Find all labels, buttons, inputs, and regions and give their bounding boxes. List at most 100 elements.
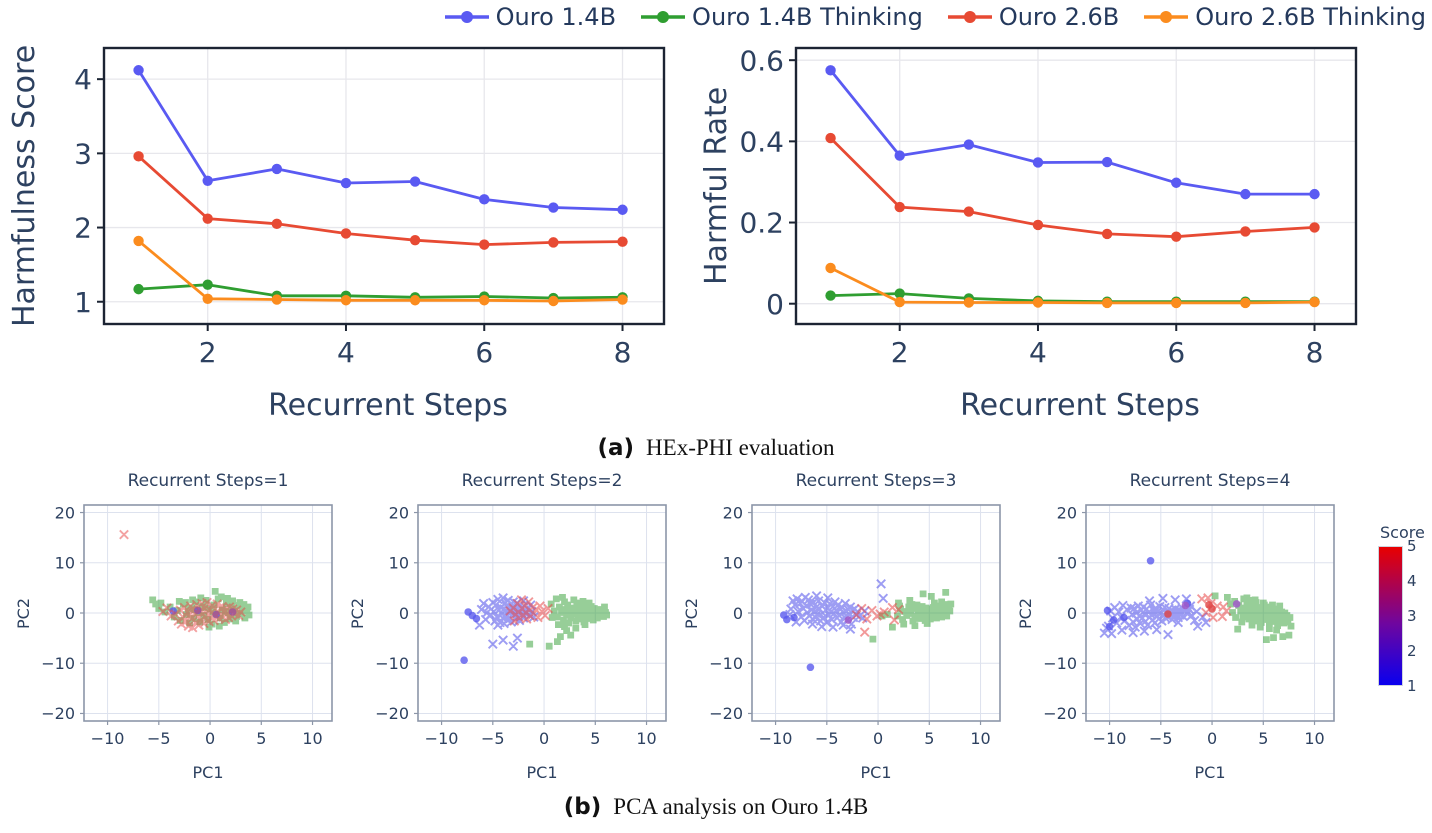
svg-text:5: 5 — [256, 729, 266, 748]
x-axis-label-pc1: PC1 — [192, 763, 224, 782]
x-axis-label-pc1: PC1 — [526, 763, 558, 782]
svg-text:−5: −5 — [815, 729, 839, 748]
scatter-title-steps-2: Recurrent Steps=2 — [461, 471, 623, 491]
caption-b-text: PCA analysis on Ouro 1.4B — [613, 794, 869, 819]
svg-text:0: 0 — [65, 604, 75, 623]
caption-a-text: HEx-PHI evaluation — [646, 435, 835, 460]
svg-text:0.2: 0.2 — [739, 207, 784, 240]
pca-scatter-row: PC2 Recurrent Steps=1 −10 −5 0 5 10 −20 −10 0 10… — [0, 471, 1432, 782]
svg-text:−20: −20 — [709, 704, 743, 723]
x-axis-label-recurrent-steps: Recurrent Steps — [268, 388, 508, 423]
svg-text:4: 4 — [337, 336, 355, 369]
legend: Ouro 1.4B Ouro 1.4B Thinking Ouro 2.6B Ouro… — [444, 3, 1426, 31]
svg-text:10: 10 — [970, 729, 990, 748]
svg-text:5: 5 — [590, 729, 600, 748]
svg-text:−5: −5 — [481, 729, 505, 748]
svg-text:0: 0 — [873, 729, 883, 748]
svg-text:10: 10 — [55, 554, 75, 573]
svg-text:−10: −10 — [759, 729, 793, 748]
pca-plot-steps-1: PC2 Recurrent Steps=1 −10 −5 0 5 10 −20 −10 0 10… — [14, 471, 340, 782]
y-axis-label-pc2: PC2 — [1016, 598, 1035, 630]
svg-text:−5: −5 — [1149, 729, 1173, 748]
y-axis-label-harmful-rate: Harmful Rate — [699, 86, 734, 286]
y-axis-label-pc2: PC2 — [348, 598, 367, 630]
score-colorbar: Score 5 4 3 2 1 — [1378, 523, 1425, 695]
colorbar-ticks: 5 4 3 2 1 — [1407, 537, 1425, 695]
harmful-rate-chart: Harmful Rate 2 4 6 8 0 0.2 0.4 0.6 Recurrent St… — [699, 36, 1368, 423]
legend-marker-icon — [444, 11, 489, 23]
colorbar-tick-label: 1 — [1407, 677, 1417, 695]
pca-plot-steps-4: PC2 Recurrent Steps=4 −10 −5 0 5 10 −20 −10 0 10… — [1016, 471, 1342, 782]
harmful-rate-plot: 2 4 6 8 0 0.2 0.4 0.6 — [739, 44, 1358, 369]
svg-text:2: 2 — [74, 212, 92, 245]
svg-text:10: 10 — [302, 729, 322, 748]
scatter-title-steps-1: Recurrent Steps=1 — [127, 471, 289, 491]
colorbar-gradient — [1378, 546, 1403, 686]
svg-text:20: 20 — [1057, 503, 1077, 522]
svg-text:0.6: 0.6 — [739, 44, 784, 77]
svg-text:−5: −5 — [147, 729, 171, 748]
svg-text:20: 20 — [389, 503, 409, 522]
colorbar-tick-label: 5 — [1407, 537, 1417, 555]
svg-text:10: 10 — [723, 554, 743, 573]
svg-text:10: 10 — [1057, 554, 1077, 573]
svg-text:2: 2 — [891, 336, 909, 369]
svg-text:5: 5 — [1258, 729, 1268, 748]
svg-text:10: 10 — [636, 729, 656, 748]
legend-marker-icon — [641, 11, 686, 23]
svg-text:0: 0 — [1067, 604, 1077, 623]
caption-b: (b) PCA analysis on Ouro 1.4B — [0, 794, 1432, 820]
caption-a-tag: (a) — [597, 435, 635, 461]
scatter-title-steps-4: Recurrent Steps=4 — [1129, 471, 1291, 491]
y-axis-label-harmfulness-score: Harmfulness Score — [7, 44, 42, 328]
legend-item-3: Ouro 2.6B Thinking — [1143, 3, 1426, 31]
scatter-plot-steps-4: −10 −5 0 5 10 −20 −10 0 10 20 — [1043, 503, 1335, 748]
caption-b-tag: (b) — [563, 794, 602, 820]
legend-item-0: Ouro 1.4B — [444, 3, 616, 31]
legend-label: Ouro 1.4B Thinking — [692, 3, 923, 31]
svg-text:8: 8 — [1306, 336, 1324, 369]
colorbar-tick-label: 2 — [1407, 642, 1417, 660]
svg-text:0: 0 — [733, 604, 743, 623]
y-axis-label-pc2: PC2 — [682, 598, 701, 630]
svg-text:0: 0 — [1207, 729, 1217, 748]
svg-text:6: 6 — [1167, 336, 1185, 369]
svg-text:2: 2 — [199, 336, 217, 369]
harmfulness-score-plot: 2 4 6 8 1 2 3 4 — [74, 46, 666, 369]
scatter-plot-steps-1: −10 −5 0 5 10 −20 −10 0 10 20 — [41, 503, 333, 748]
svg-text:20: 20 — [723, 503, 743, 522]
svg-text:5: 5 — [924, 729, 934, 748]
svg-text:0: 0 — [766, 288, 784, 321]
svg-text:0: 0 — [399, 604, 409, 623]
pca-plot-steps-2: PC2 Recurrent Steps=2 −10 −5 0 5 10 −20 −10 0 10… — [348, 471, 674, 782]
x-axis-label-pc1: PC1 — [860, 763, 892, 782]
svg-text:−20: −20 — [1043, 704, 1077, 723]
colorbar-tick-label: 4 — [1407, 572, 1417, 590]
svg-text:−10: −10 — [1043, 654, 1077, 673]
svg-text:1: 1 — [74, 286, 92, 319]
scatter-plot-steps-2: −10 −5 0 5 10 −20 −10 0 10 20 — [375, 503, 667, 748]
svg-text:−10: −10 — [91, 729, 125, 748]
svg-text:−10: −10 — [375, 654, 409, 673]
pca-plot-steps-3: PC2 Recurrent Steps=3 −10 −5 0 5 10 −20 −10 0 10… — [682, 471, 1008, 782]
svg-text:4: 4 — [1029, 336, 1047, 369]
legend-label: Ouro 2.6B — [998, 3, 1120, 31]
svg-text:6: 6 — [475, 336, 493, 369]
svg-text:−10: −10 — [425, 729, 459, 748]
x-axis-label-recurrent-steps: Recurrent Steps — [960, 388, 1200, 423]
legend-marker-icon — [947, 11, 992, 23]
legend-marker-icon — [1144, 11, 1189, 23]
legend-label: Ouro 1.4B — [495, 3, 617, 31]
colorbar-title: Score — [1380, 523, 1425, 542]
colorbar-tick-label: 3 — [1407, 607, 1417, 625]
svg-text:0: 0 — [539, 729, 549, 748]
svg-text:−20: −20 — [375, 704, 409, 723]
svg-text:−10: −10 — [1093, 729, 1127, 748]
line-charts-row: Harmfulness Score 2 4 6 8 1 2 3 4 Recurrent Ste… — [0, 36, 1432, 423]
legend-label: Ouro 2.6B Thinking — [1195, 3, 1426, 31]
svg-text:10: 10 — [389, 554, 409, 573]
scatter-title-steps-3: Recurrent Steps=3 — [795, 471, 957, 491]
svg-text:8: 8 — [614, 336, 632, 369]
scatter-plot-steps-3: −10 −5 0 5 10 −20 −10 0 10 20 — [709, 503, 1001, 748]
